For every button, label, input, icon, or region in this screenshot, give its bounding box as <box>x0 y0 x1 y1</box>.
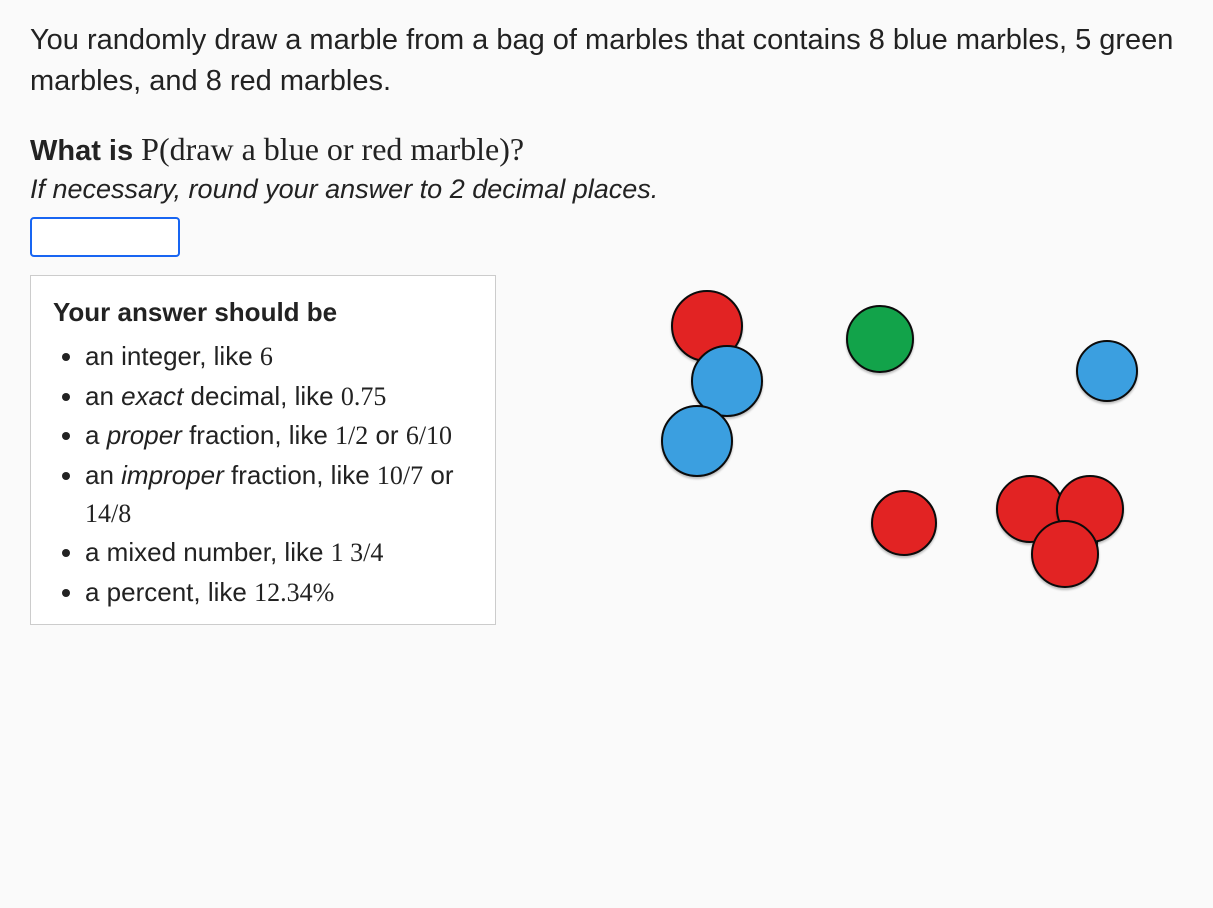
hint-list: an integer, like 6an exact decimal, like… <box>53 338 473 612</box>
answer-input[interactable] <box>30 217 180 257</box>
red-marble <box>871 490 937 556</box>
hint-item: an integer, like 6 <box>85 338 473 376</box>
problem-statement: You randomly draw a marble from a bag of… <box>30 20 1183 101</box>
hint-title: Your answer should be <box>53 294 473 332</box>
content-row: Your answer should be an integer, like 6… <box>30 275 1183 655</box>
hint-item: an exact decimal, like 0.75 <box>85 378 473 416</box>
question-prefix: What is <box>30 135 141 167</box>
question-line: What is P(draw a blue or red marble)? <box>30 131 1183 168</box>
rounding-instruction: If necessary, round your answer to 2 dec… <box>30 174 1183 205</box>
answer-format-hint-box: Your answer should be an integer, like 6… <box>30 275 496 625</box>
hint-item: an improper fraction, like 10/7 or 14/8 <box>85 457 473 532</box>
blue-marble <box>1076 340 1138 402</box>
red-marble <box>1031 520 1099 588</box>
green-marble <box>846 305 914 373</box>
marble-illustration <box>536 275 1176 655</box>
blue-marble <box>661 405 733 477</box>
hint-item: a proper fraction, like 1/2 or 6/10 <box>85 417 473 455</box>
question-expression: P(draw a blue or red marble)? <box>141 131 524 167</box>
hint-item: a percent, like 12.34% <box>85 574 473 612</box>
hint-item: a mixed number, like 1 3/4 <box>85 534 473 572</box>
